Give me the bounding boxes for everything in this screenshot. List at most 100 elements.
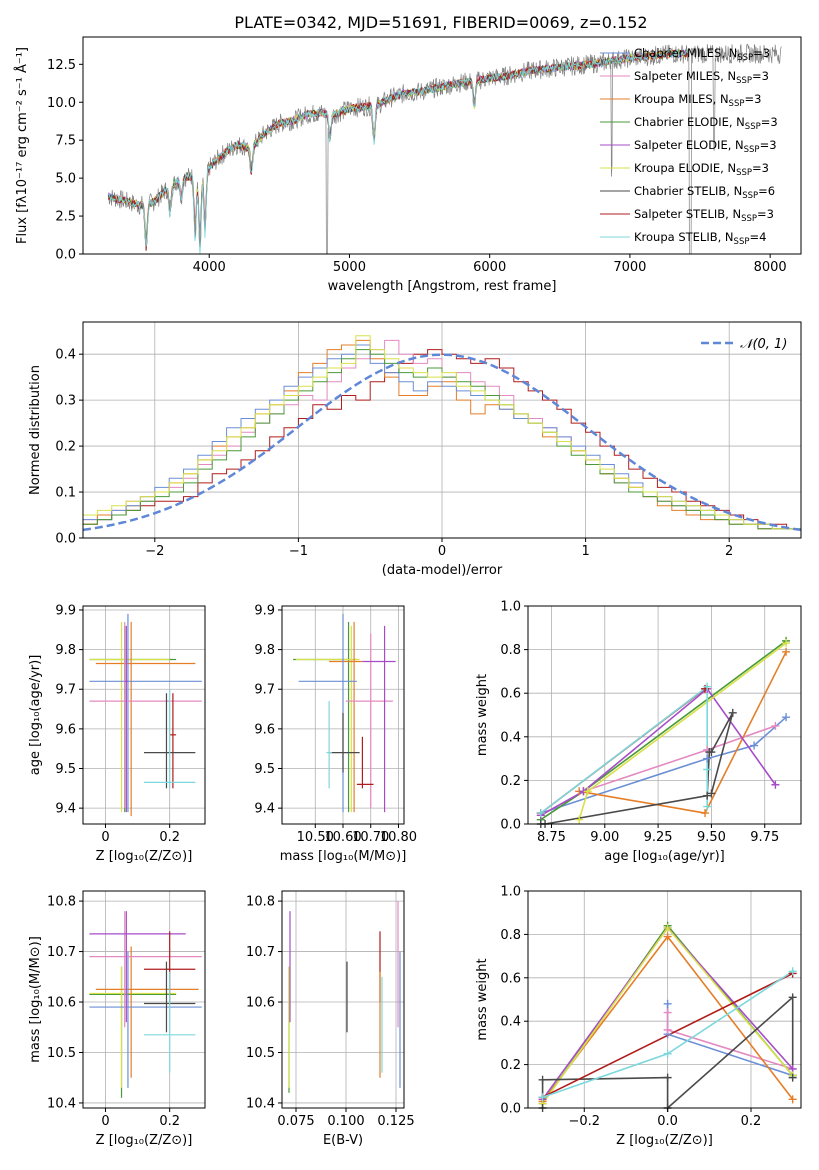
panel-spectrum: Chabrier MILES, NSSP=3 Salpeter MILES, NS… bbox=[14, 36, 802, 294]
histogram-series bbox=[83, 349, 801, 538]
x-tick-label: 5000 bbox=[333, 260, 366, 275]
x-tick-label: −0.2 bbox=[568, 1114, 600, 1129]
y-tick-label: 9.5 bbox=[254, 762, 275, 777]
y-tick-label: 9.9 bbox=[55, 603, 76, 618]
x-tick-label: 0.125 bbox=[377, 1114, 414, 1129]
x-tick-label: 9.00 bbox=[590, 830, 619, 845]
plot-area bbox=[83, 335, 801, 538]
weight-marker bbox=[771, 721, 780, 730]
x-tick-label: 0 bbox=[101, 1114, 109, 1129]
y-tick-label: 10.4 bbox=[246, 1096, 275, 1111]
y-tick-label: 0.4 bbox=[55, 348, 76, 363]
x-tick-label: 0.2 bbox=[159, 830, 180, 845]
plot-area bbox=[540, 640, 787, 824]
weight-marker bbox=[707, 789, 716, 798]
x-tick-label: 0 bbox=[101, 830, 109, 845]
x-axis-label: age [log₁₀(age/yr)] bbox=[604, 849, 725, 864]
histogram-series bbox=[83, 335, 801, 538]
axes-frame bbox=[527, 605, 802, 825]
legend-entry: Salpeter MILES, NSSP=3 bbox=[634, 69, 769, 86]
model-spectrum bbox=[108, 49, 690, 254]
weight-marker bbox=[583, 787, 592, 796]
legend-entry: Kroupa STELIB, NSSP=4 bbox=[634, 230, 766, 247]
plot-area bbox=[89, 911, 202, 1098]
y-tick-label: 7.5 bbox=[55, 134, 76, 149]
x-tick-label: 8.75 bbox=[537, 830, 566, 845]
x-tick-label: 0 bbox=[438, 544, 446, 559]
plot-area bbox=[293, 613, 396, 813]
y-axis-label: mass weight bbox=[475, 958, 490, 1040]
panel-mass-vs-ebv: 0.075 0.100 0.125 10.4 10.5 10.6 10.7 10.8 E(B-V… bbox=[246, 890, 415, 1148]
weight-marker bbox=[703, 754, 712, 763]
weight-marker bbox=[703, 791, 712, 800]
x-axis-label: mass [log₁₀(M/M⊙)] bbox=[280, 849, 407, 864]
plot-area bbox=[89, 613, 202, 817]
gaussian-legend-label: 𝒩(0, 1) bbox=[740, 337, 787, 352]
y-tick-label: 10.0 bbox=[47, 96, 76, 111]
y-tick-label: 2.5 bbox=[55, 210, 76, 225]
y-tick-label: 9.7 bbox=[254, 683, 275, 698]
y-tick-label: 0.6 bbox=[500, 971, 521, 986]
weight-marker bbox=[701, 809, 710, 818]
y-tick-label: 9.4 bbox=[55, 802, 76, 817]
y-axis-label: age [log₁₀(age/yr)] bbox=[28, 655, 43, 776]
x-tick-label: 0.0 bbox=[657, 1114, 678, 1129]
panel-weight-vs-Z: −0.2 0.0 0.2 0.0 0.2 0.4 0.6 0.8 1.0 Z [log₁₀(Z/Z… bbox=[475, 885, 802, 1148]
model-spectrum bbox=[107, 49, 690, 245]
y-tick-label: 0.0 bbox=[55, 248, 76, 263]
legend-entry: Kroupa MILES, NSSP=3 bbox=[634, 92, 761, 109]
weight-line bbox=[540, 685, 709, 814]
y-tick-label: 10.8 bbox=[246, 895, 275, 910]
y-tick-label: 0.4 bbox=[500, 730, 521, 745]
weight-marker bbox=[771, 780, 780, 789]
y-tick-label: 0.2 bbox=[500, 1058, 521, 1073]
y-tick-label: 9.7 bbox=[55, 683, 76, 698]
y-tick-label: 1.0 bbox=[500, 885, 521, 900]
weight-marker bbox=[788, 993, 797, 1002]
y-tick-label: 0.1 bbox=[55, 486, 76, 501]
weight-marker bbox=[703, 802, 712, 811]
legend-entry: Salpeter ELODIE, NSSP=3 bbox=[634, 138, 777, 155]
x-tick-label: 0.075 bbox=[277, 1114, 314, 1129]
legend: Chabrier MILES, NSSP=3 Salpeter MILES, NS… bbox=[600, 46, 778, 247]
weight-marker bbox=[663, 1073, 672, 1082]
weight-marker bbox=[728, 708, 737, 717]
weight-marker bbox=[538, 1093, 547, 1102]
weight-marker bbox=[663, 999, 672, 1008]
x-tick-label: 0.2 bbox=[741, 1114, 762, 1129]
y-tick-label: 9.6 bbox=[254, 722, 275, 737]
weight-marker bbox=[788, 1073, 797, 1082]
y-tick-label: 0.0 bbox=[500, 1102, 521, 1117]
y-tick-label: 10.6 bbox=[246, 996, 275, 1011]
y-tick-label: 0.6 bbox=[500, 687, 521, 702]
panel-weight-vs-age: 8.75 9.00 9.25 9.50 9.75 0.0 0.2 0.4 0.6 0.8 1.0 ag… bbox=[475, 600, 802, 864]
plot-area bbox=[107, 43, 782, 254]
y-axis-label: mass [log₁₀(M/M⊙)] bbox=[28, 936, 43, 1063]
weight-marker bbox=[536, 809, 545, 818]
weight-marker bbox=[782, 647, 791, 656]
y-tick-label: 10.7 bbox=[47, 945, 76, 960]
weight-marker bbox=[575, 815, 584, 824]
x-axis-label: (data-model)/error bbox=[382, 563, 503, 578]
weight-marker bbox=[663, 1049, 672, 1058]
x-tick-label: 0.2 bbox=[159, 1114, 180, 1129]
weight-line bbox=[540, 687, 777, 816]
panel-mass-vs-Z: 0 0.2 10.4 10.5 10.6 10.7 10.8 Z [log₁₀(Z/Z⊙)] m… bbox=[28, 890, 206, 1148]
x-tick-label: 10.50 bbox=[297, 830, 334, 845]
axes-frame bbox=[281, 890, 405, 1109]
weight-marker bbox=[663, 1008, 672, 1017]
x-tick-label: 4000 bbox=[193, 260, 226, 275]
weight-marker bbox=[788, 967, 797, 976]
y-tick-label: 10.7 bbox=[246, 945, 275, 960]
x-axis-label: wavelength [Angstrom, rest frame] bbox=[328, 279, 557, 294]
y-tick-label: 0.2 bbox=[55, 440, 76, 455]
x-axis-label: Z [log₁₀(Z/Z⊙)] bbox=[96, 1133, 193, 1148]
weight-line bbox=[540, 716, 787, 814]
x-tick-label: 9.25 bbox=[644, 830, 673, 845]
weight-marker bbox=[788, 1095, 797, 1104]
legend-entry: Chabrier MILES, NSSP=3 bbox=[634, 46, 770, 63]
y-tick-label: 9.8 bbox=[55, 643, 76, 658]
y-tick-label: 0.2 bbox=[500, 774, 521, 789]
y-axis-label: Normed distribution bbox=[28, 365, 43, 495]
